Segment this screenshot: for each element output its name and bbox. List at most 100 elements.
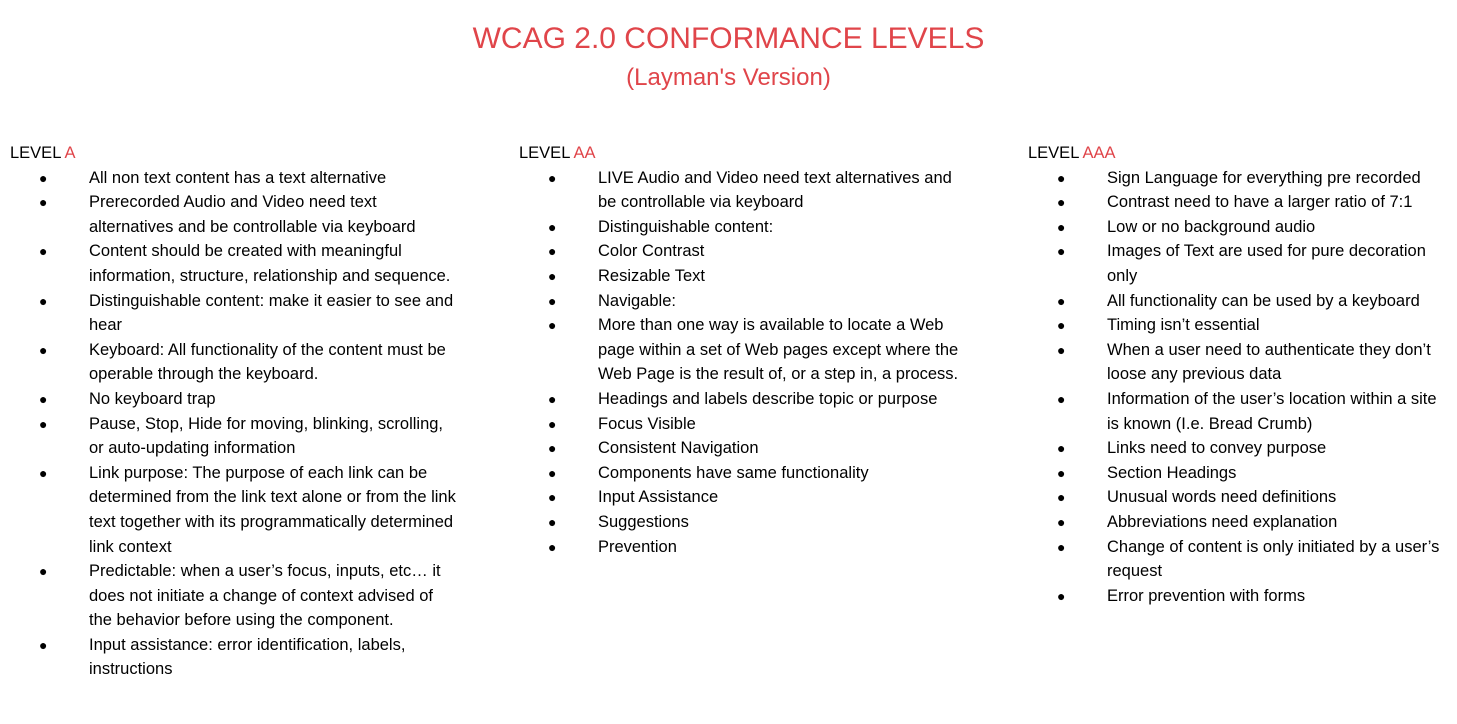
bullet-icon: ● [39, 636, 48, 653]
level-a-list: ● All non text content has a text alterna… [10, 166, 460, 682]
list-item: ● Abbreviations need explanation [1028, 510, 1453, 535]
list-item-text: Keyboard: All functionality of the conte… [89, 340, 446, 384]
list-item-text: Section Headings [1107, 463, 1237, 482]
list-item-text: When a user need to authenticate they do… [1107, 340, 1431, 384]
bullet-icon: ● [1057, 440, 1066, 457]
level-aaa-heading: LEVEL AAA [1028, 141, 1453, 166]
bullet-icon: ● [39, 169, 48, 186]
level-aaa-label: AAA [1082, 144, 1116, 162]
list-item-text: Low or no background audio [1107, 217, 1316, 236]
list-item: ● Navigable: [519, 289, 969, 314]
list-item: ● No keyboard trap [10, 387, 460, 412]
bullet-icon: ● [548, 440, 557, 457]
bullet-icon: ● [39, 194, 48, 211]
list-item: ● Pause, Stop, Hide for moving, blinking,… [10, 412, 460, 461]
list-item: ● Distinguishable content: make it easier… [10, 289, 460, 338]
list-item-text: Information of the user’s location withi… [1107, 389, 1437, 433]
list-item: ● Error prevention with forms [1028, 584, 1453, 609]
page-title: WCAG 2.0 CONFORMANCE LEVELS [472, 22, 985, 55]
list-item-text: Images of Text are used for pure decorat… [1107, 242, 1426, 285]
level-aa-column: LEVEL AA ● LIVE Audio and Video need text… [519, 141, 969, 559]
level-a-column: LEVEL A ● All non text content has a text… [10, 141, 460, 682]
bullet-icon: ● [39, 563, 48, 580]
list-item-text: Links need to convey purpose [1107, 439, 1327, 458]
list-item: ● Low or no background audio [1028, 215, 1453, 240]
list-item: ● LIVE Audio and Video need text alternat… [519, 166, 969, 215]
list-item-text: Distinguishable content: [598, 217, 774, 236]
list-item-text: Focus Visible [598, 414, 696, 433]
list-item-text: Error prevention with forms [1107, 586, 1306, 605]
list-item-text: Navigable: [598, 291, 676, 310]
list-item-text: Sign Language for everything pre recorde… [1107, 168, 1421, 187]
list-item-text: Timing isn’t essential [1107, 316, 1260, 335]
list-item-text: Distinguishable content: make it easier … [89, 291, 454, 335]
list-item-text: Contrast need to have a larger ratio of … [1107, 193, 1413, 212]
list-item: ● Focus Visible [519, 412, 969, 437]
list-item: ● Prevention [519, 535, 969, 560]
list-item-text: Consistent Navigation [598, 439, 759, 458]
list-item: ● More than one way is available to locat… [519, 313, 969, 387]
list-item-text: Input assistance: error identification, … [89, 635, 406, 679]
list-item-text: Components have same functionality [598, 463, 869, 482]
list-item-text: Headings and labels describe topic or pu… [598, 389, 938, 408]
bullet-icon: ● [1057, 489, 1066, 506]
list-item: ● Keyboard: All functionality of the cont… [10, 338, 460, 387]
list-item-text: Link purpose: The purpose of each link c… [89, 463, 456, 556]
bullet-icon: ● [39, 390, 48, 407]
level-aaa-list: ● Sign Language for everything pre record… [1028, 166, 1453, 609]
list-item-text: Abbreviations need explanation [1107, 512, 1338, 531]
list-item-text: Unusual words need definitions [1107, 488, 1337, 507]
list-item: ● Resizable Text [519, 264, 969, 289]
list-item: ● Links need to convey purpose [1028, 436, 1453, 461]
list-item: ● Content should be created with meaningf… [10, 239, 460, 288]
level-aaa-column: LEVEL AAA ● Sign Language for everything … [1028, 141, 1453, 608]
list-item: ● Input Assistance [519, 485, 969, 510]
list-item: ● Prerecorded Audio and Video need text a… [10, 190, 460, 239]
bullet-icon: ● [548, 513, 557, 530]
bullet-icon: ● [1057, 243, 1066, 260]
bullet-icon: ● [548, 317, 557, 334]
list-item-text: Content should be created with meaningfu… [89, 242, 451, 285]
bullet-icon: ● [548, 464, 557, 481]
bullet-icon: ● [1057, 169, 1066, 186]
bullet-icon: ● [548, 538, 557, 555]
bullet-icon: ● [548, 243, 557, 260]
bullet-icon: ● [1057, 218, 1066, 235]
level-aa-list: ● LIVE Audio and Video need text alternat… [519, 166, 969, 560]
list-item-text: Prerecorded Audio and Video need text al… [89, 193, 416, 236]
list-item-text: All non text content has a text alternat… [89, 168, 387, 187]
list-item-text: More than one way is available to locate… [598, 316, 959, 384]
list-item: ● Timing isn’t essential [1028, 313, 1453, 338]
list-item-text: LIVE Audio and Video need text alternati… [598, 168, 952, 212]
list-item: ● Color Contrast [519, 239, 969, 264]
list-item: ● Information of the user’s location with… [1028, 387, 1453, 436]
bullet-icon: ● [1057, 513, 1066, 530]
list-item: ● Images of Text are used for pure decora… [1028, 239, 1453, 288]
list-item-text: Resizable Text [598, 266, 706, 285]
list-item: ● Suggestions [519, 510, 969, 535]
list-item-text: All functionality can be used by a keybo… [1107, 291, 1420, 310]
list-item: ● Headings and labels describe topic or p… [519, 387, 969, 412]
list-item-text: Suggestions [598, 512, 689, 531]
bullet-icon: ● [548, 292, 557, 309]
bullet-icon: ● [1057, 464, 1066, 481]
bullet-icon: ● [1057, 587, 1066, 604]
list-item: ● Distinguishable content: [519, 215, 969, 240]
list-item: ● All functionality can be used by a keyb… [1028, 289, 1453, 314]
list-item: ● Input assistance: error identification,… [10, 633, 460, 682]
bullet-icon: ● [1057, 538, 1066, 555]
bullet-icon: ● [548, 267, 557, 284]
bullet-icon: ● [548, 390, 557, 407]
bullet-icon: ● [39, 415, 48, 432]
level-a-heading: LEVEL A [10, 141, 460, 166]
list-item: ● Sign Language for everything pre record… [1028, 166, 1453, 191]
list-item: ● All non text content has a text alterna… [10, 166, 460, 191]
level-aa-label: AA [573, 144, 596, 162]
list-item-text: Color Contrast [598, 242, 705, 261]
page-subtitle: (Layman's Version) [626, 64, 831, 91]
level-a-label: A [64, 144, 76, 162]
bullet-icon: ● [548, 415, 557, 432]
list-item-text: Input Assistance [598, 488, 719, 507]
bullet-icon: ● [39, 292, 48, 309]
list-item: ● Section Headings [1028, 461, 1453, 486]
